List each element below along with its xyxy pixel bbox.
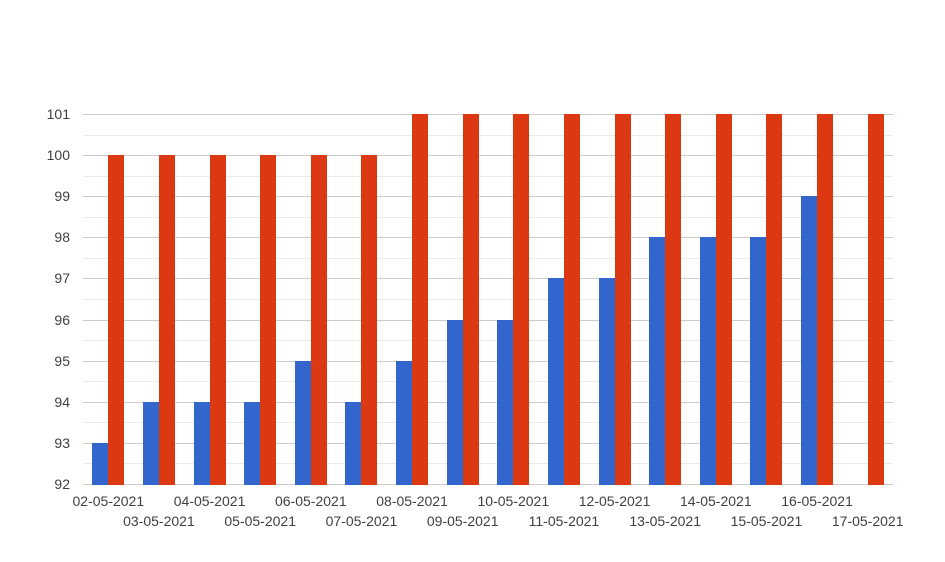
- bar-blue-04-05-2021[interactable]: [193, 401, 210, 485]
- major-gridline: [83, 155, 893, 157]
- x-tick-label: 10-05-2021: [477, 493, 550, 509]
- bar-red-04-05-2021[interactable]: [209, 155, 226, 485]
- minor-gridline: [83, 381, 893, 383]
- y-tick-label: 100: [46, 147, 70, 164]
- x-tick-label: 09-05-2021: [426, 513, 499, 529]
- bar-red-10-05-2021[interactable]: [513, 114, 530, 485]
- bar-blue-11-05-2021[interactable]: [547, 278, 564, 485]
- bar-blue-13-05-2021[interactable]: [649, 237, 666, 485]
- bar-red-02-05-2021[interactable]: [108, 155, 125, 485]
- y-tick-label: 99: [54, 188, 70, 205]
- minor-gridline: [83, 257, 893, 259]
- bar-red-07-05-2021[interactable]: [361, 155, 378, 485]
- x-tick-label: 14-05-2021: [680, 493, 752, 509]
- major-gridline: [83, 360, 893, 362]
- bar-blue-12-05-2021[interactable]: [598, 278, 615, 485]
- y-tick-label: 92: [54, 476, 70, 492]
- x-tick-label: 04-05-2021: [173, 493, 246, 509]
- x-tick-label: 02-05-2021: [72, 493, 145, 509]
- bar-red-15-05-2021[interactable]: [766, 114, 783, 485]
- bar-red-14-05-2021[interactable]: [715, 114, 732, 485]
- x-tick-label: 17-05-2021: [831, 513, 904, 529]
- bar-blue-07-05-2021[interactable]: [345, 401, 362, 485]
- y-tick-label: 97: [54, 270, 70, 287]
- bar-red-13-05-2021[interactable]: [665, 114, 682, 485]
- minor-gridline: [83, 175, 893, 177]
- major-gridline: [83, 196, 893, 198]
- major-gridline: [83, 442, 893, 444]
- bar-red-16-05-2021[interactable]: [817, 114, 834, 485]
- bar-blue-05-05-2021[interactable]: [244, 401, 261, 485]
- bar-red-11-05-2021[interactable]: [563, 114, 580, 485]
- major-gridline: [83, 114, 893, 115]
- major-gridline: [83, 401, 893, 403]
- x-tick-label: 07-05-2021: [325, 513, 398, 529]
- y-tick-label: 96: [54, 311, 70, 328]
- bar-red-17-05-2021[interactable]: [867, 114, 884, 485]
- y-tick-label: 94: [54, 393, 70, 410]
- major-gridline: [83, 278, 893, 280]
- minor-gridline: [83, 422, 893, 424]
- bar-blue-14-05-2021[interactable]: [699, 237, 716, 485]
- x-tick-label: 16-05-2021: [781, 493, 853, 509]
- x-tick-label: 12-05-2021: [578, 493, 651, 509]
- x-tick-label: 05-05-2021: [224, 513, 296, 529]
- minor-gridline: [83, 340, 893, 342]
- bar-blue-02-05-2021[interactable]: [92, 442, 109, 485]
- major-gridline: [83, 319, 893, 321]
- bar-blue-06-05-2021[interactable]: [294, 360, 311, 485]
- bar-blue-09-05-2021[interactable]: [446, 319, 463, 485]
- x-tick-label: 08-05-2021: [376, 493, 448, 509]
- bar-blue-16-05-2021[interactable]: [801, 196, 818, 485]
- bar-red-06-05-2021[interactable]: [310, 155, 327, 485]
- y-tick-label: 98: [54, 229, 70, 246]
- major-gridline: [83, 237, 893, 239]
- bar-blue-10-05-2021[interactable]: [497, 319, 514, 485]
- x-tick-label: 13-05-2021: [629, 513, 701, 529]
- y-tick-label: 95: [54, 352, 70, 369]
- x-tick-label: 15-05-2021: [730, 513, 803, 529]
- y-tick-label: 93: [54, 434, 70, 451]
- x-tick-label: 06-05-2021: [275, 493, 347, 509]
- major-gridline: [83, 484, 893, 485]
- bar-red-08-05-2021[interactable]: [412, 114, 429, 485]
- x-tick-label: 03-05-2021: [123, 513, 195, 529]
- y-tick-label: 101: [46, 106, 70, 122]
- bar-blue-15-05-2021[interactable]: [750, 237, 767, 485]
- bar-red-12-05-2021[interactable]: [614, 114, 631, 485]
- bar-blue-08-05-2021[interactable]: [396, 360, 413, 485]
- bar-red-05-05-2021[interactable]: [260, 155, 277, 485]
- minor-gridline: [83, 216, 893, 218]
- bar-blue-03-05-2021[interactable]: [142, 401, 159, 485]
- minor-gridline: [83, 134, 893, 136]
- bar-red-09-05-2021[interactable]: [462, 114, 479, 485]
- minor-gridline: [83, 299, 893, 300]
- minor-gridline: [83, 463, 893, 465]
- x-tick-label: 11-05-2021: [528, 513, 600, 529]
- plot-area: [83, 114, 893, 485]
- bar-red-03-05-2021[interactable]: [158, 155, 175, 485]
